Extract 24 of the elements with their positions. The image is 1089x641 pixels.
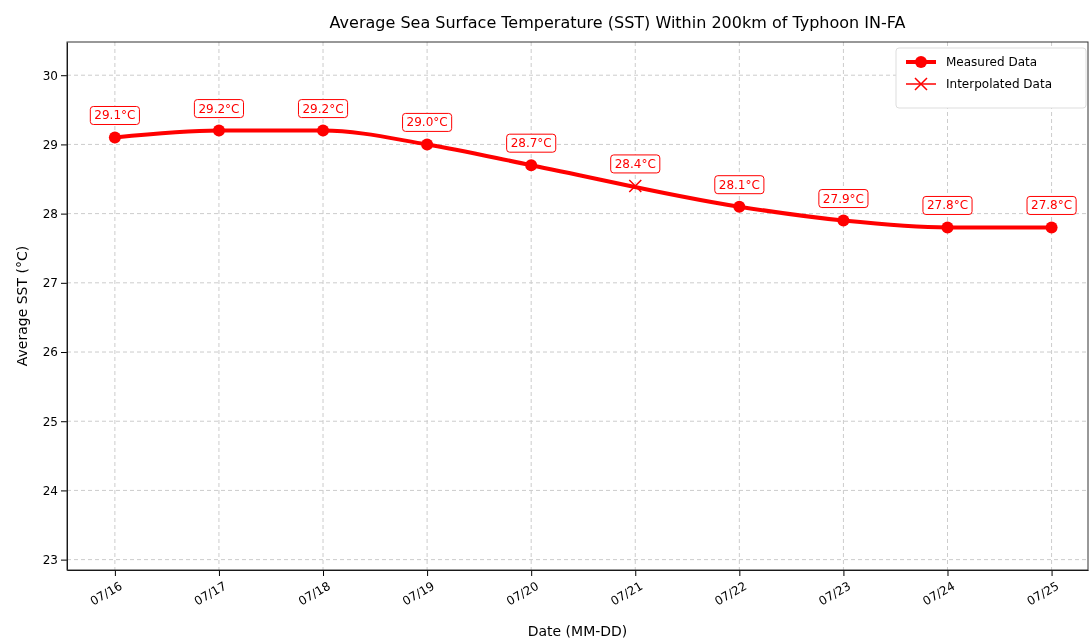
y-tick-label: 26 bbox=[42, 345, 58, 360]
data-label: 29.0°C bbox=[406, 115, 448, 130]
data-label: 27.9°C bbox=[822, 191, 864, 206]
y-tick-label: 27 bbox=[42, 276, 58, 291]
data-label: 27.8°C bbox=[926, 198, 969, 213]
chart-title: Average Sea Surface Temperature (SST) Within 200km of Typhoon IN-FA bbox=[329, 13, 906, 32]
legend-label: Interpolated Data bbox=[946, 77, 1052, 91]
legend-label: Measured Data bbox=[946, 55, 1038, 69]
y-tick-label: 25 bbox=[42, 414, 58, 429]
data-label: 28.4°C bbox=[614, 156, 656, 171]
data-label: 28.7°C bbox=[510, 136, 552, 151]
y-tick-label: 28 bbox=[42, 206, 58, 221]
point bbox=[628, 179, 643, 193]
data-label: 29.2°C bbox=[198, 101, 240, 116]
x-axis-title: Date (MM-DD) bbox=[527, 623, 628, 639]
y-tick-label: 23 bbox=[42, 552, 58, 567]
y-tick-label: 24 bbox=[42, 483, 58, 498]
data-label: 27.8°C bbox=[1031, 198, 1073, 213]
data-label: 29.2°C bbox=[302, 101, 344, 116]
data-label: 29.1°C bbox=[94, 108, 136, 123]
y-axis-title: Average SST (°C) bbox=[14, 245, 30, 367]
y-tick-label: 29 bbox=[42, 137, 58, 152]
data-label: 28.1°C bbox=[718, 177, 760, 192]
y-tick-label: 30 bbox=[42, 68, 58, 83]
